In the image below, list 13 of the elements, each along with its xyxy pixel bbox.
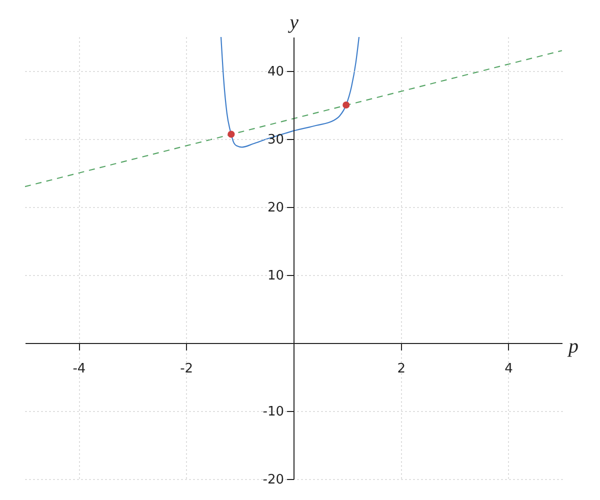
x-tick-label: -4 bbox=[72, 362, 86, 376]
y-tick-label: 40 bbox=[267, 64, 284, 80]
x-tick-label: 2 bbox=[397, 362, 406, 376]
y-tick-label: -10 bbox=[262, 404, 284, 420]
y-axis-title: y bbox=[288, 12, 299, 34]
y-tick-label: 30 bbox=[267, 132, 284, 148]
x-tick-label: -2 bbox=[180, 362, 194, 376]
line-series bbox=[220, 37, 360, 148]
y-tick-label: 20 bbox=[267, 200, 284, 216]
x-axis-title: p bbox=[566, 336, 578, 358]
y-tick-label: 10 bbox=[267, 268, 284, 284]
y-tick-label: -20 bbox=[262, 472, 284, 488]
x-tick-label: 4 bbox=[504, 362, 513, 376]
